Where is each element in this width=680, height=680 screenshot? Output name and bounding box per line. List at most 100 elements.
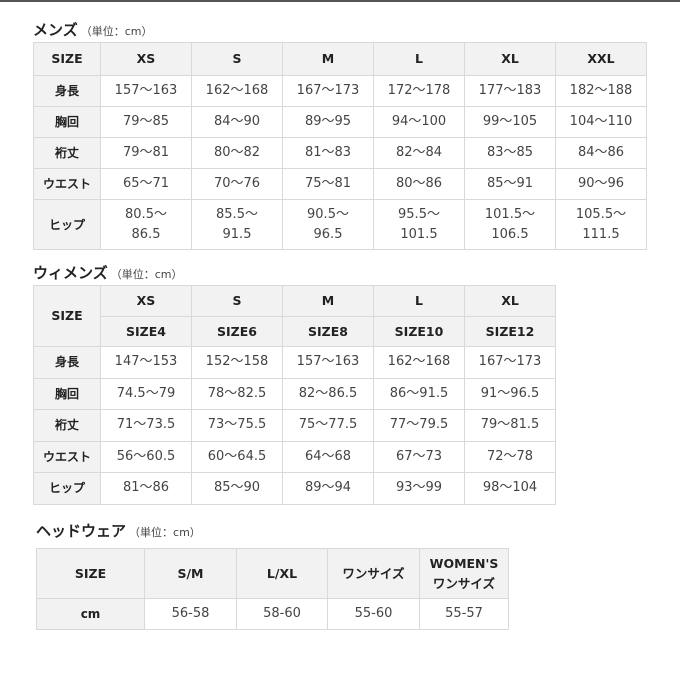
womens-size-table: SIZE XS S M L XL SIZE4 SIZE6 SIZE8 SIZE10 SIZE12 身長… [33,285,556,505]
column-header: M [282,285,374,317]
table-cell: 75～77.5 [282,409,374,442]
table-cell: 99～105 [464,106,556,138]
table-cell: 55-60 [327,598,420,630]
table-cell: 64～68 [282,440,374,473]
table-cell: 91～96.5 [464,377,556,410]
table-cell: 98～104 [464,472,556,505]
table-cell: 177～183 [464,75,556,107]
table-row: 胸回 74.5～79 78～82.5 82～86.5 86～91.5 91～96.5 [33,377,556,410]
column-header: S [191,285,283,317]
table-cell: 89～95 [282,106,374,138]
table-cell: 70～76 [191,168,283,200]
column-header: S/M [144,548,237,599]
table-cell: 79～81 [100,137,192,169]
column-header: M [282,42,374,76]
table-cell: 67～73 [373,440,465,473]
mens-unit: （単位：cm） [80,25,153,38]
row-label: cm [36,598,145,630]
table-cell: 65～71 [100,168,192,200]
table-cell: 157～163 [282,346,374,379]
table-cell: 84～90 [191,106,283,138]
table-cell: 93～99 [373,472,465,505]
column-header: XS [100,42,192,76]
column-subheader: SIZE6 [191,316,283,347]
table-cell: 162～168 [191,75,283,107]
header-row: SIZE S/M L/XL ワンサイズ WOMEN'S ワンサイズ [36,548,509,599]
top-divider [0,0,680,2]
womens-title: ウィメンズ （単位：cm） [33,262,182,283]
table-cell: 82～84 [373,137,465,169]
table-cell: 101.5～ 106.5 [464,199,556,250]
table-row: ヒップ 80.5～ 86.5 85.5～ 91.5 90.5～ 96.5 95.5～ 1… [33,199,647,250]
table-cell: 89～94 [282,472,374,505]
table-row: 胸回 79～85 84～90 89～95 94～100 99～105 104～110 [33,106,647,138]
row-label: 胸回 [33,106,101,138]
table-cell: 82～86.5 [282,377,374,410]
table-cell: 86～91.5 [373,377,465,410]
table-row: ウエスト 65～71 70～76 75～81 80～86 85～91 90～96 [33,168,647,200]
mens-size-table: SIZE XS S M L XL XXL 身長 157～163 162～168 167～173 172… [33,42,647,250]
table-cell: 80～86 [373,168,465,200]
row-label: 裄丈 [33,409,101,442]
table-cell: 172～178 [373,75,465,107]
table-cell: 152～158 [191,346,283,379]
table-cell: 83～85 [464,137,556,169]
column-header: XS [100,285,192,317]
table-cell: 72～78 [464,440,556,473]
table-row: 裄丈 79～81 80～82 81～83 82～84 83～85 84～86 [33,137,647,169]
table-cell: 105.5～ 111.5 [555,199,647,250]
table-cell: 104～110 [555,106,647,138]
table-cell: 95.5～ 101.5 [373,199,465,250]
column-subheader: SIZE4 [100,316,192,347]
table-row: 身長 147～153 152～158 157～163 162～168 167～173 [33,346,556,379]
table-row: cm 56-58 58-60 55-60 55-57 [36,598,509,630]
table-cell: 162～168 [373,346,465,379]
table-cell: 85.5～ 91.5 [191,199,283,250]
table-cell: 147～153 [100,346,192,379]
table-cell: 74.5～79 [100,377,192,410]
size-header: SIZE [33,285,101,347]
table-cell: 94～100 [373,106,465,138]
column-subheader: SIZE12 [464,316,556,347]
table-cell: 75～81 [282,168,374,200]
row-label: ウエスト [33,440,101,473]
row-label: ヒップ [33,199,101,250]
column-header: SIZE [33,42,101,76]
table-cell: 79～85 [100,106,192,138]
column-header: L [373,285,465,317]
table-cell: 182～188 [555,75,647,107]
table-cell: 58-60 [236,598,328,630]
table-cell: 56-58 [144,598,237,630]
row-label: ウエスト [33,168,101,200]
row-label: 裄丈 [33,137,101,169]
column-header: S [191,42,283,76]
table-cell: 73～75.5 [191,409,283,442]
column-header: SIZE [36,548,145,599]
table-row: ヒップ 81～86 85～90 89～94 93～99 98～104 [33,472,556,505]
column-subheader: SIZE10 [373,316,465,347]
table-cell: 80～82 [191,137,283,169]
table-cell: 81～86 [100,472,192,505]
table-cell: 60～64.5 [191,440,283,473]
table-cell: 77～79.5 [373,409,465,442]
table-cell: 85～90 [191,472,283,505]
column-header: XXL [555,42,647,76]
row-label: 身長 [33,346,101,379]
table-row: 裄丈 71～73.5 73～75.5 75～77.5 77～79.5 79～81.5 [33,409,556,442]
column-header: L [373,42,465,76]
table-cell: 167～173 [464,346,556,379]
table-cell: 90.5～ 96.5 [282,199,374,250]
mens-title: メンズ （単位：cm） [33,19,152,40]
mens-title-text: メンズ [33,21,78,39]
table-cell: 79～81.5 [464,409,556,442]
table-cell: 90～96 [555,168,647,200]
table-cell: 71～73.5 [100,409,192,442]
column-header: ワンサイズ [327,548,420,599]
table-row: ウエスト 56～60.5 60～64.5 64～68 67～73 72～78 [33,440,556,473]
row-label: 身長 [33,75,101,107]
table-cell: 157～163 [100,75,192,107]
table-cell: 84～86 [555,137,647,169]
headwear-title-text: ヘッドウェア [36,522,127,540]
headwear-size-table: SIZE S/M L/XL ワンサイズ WOMEN'S ワンサイズ cm 56-58 58-6… [36,548,509,630]
header-row-2: SIZE4 SIZE6 SIZE8 SIZE10 SIZE12 [34,316,556,347]
